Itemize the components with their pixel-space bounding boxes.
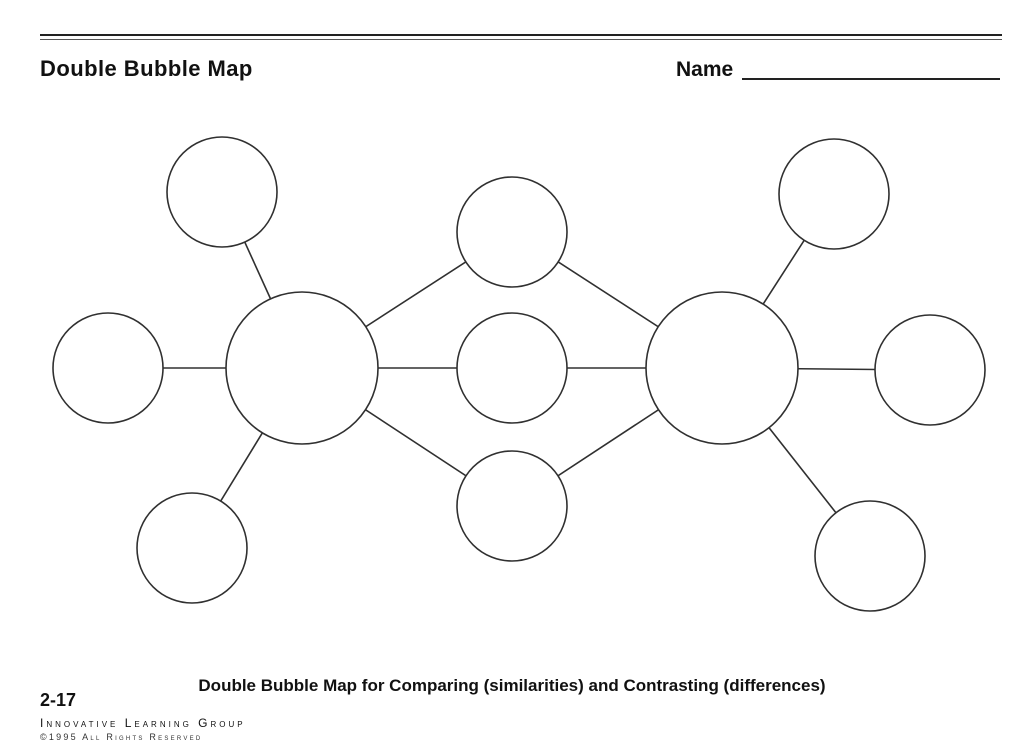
bubble-LT[interactable] (167, 137, 277, 247)
bubble-R[interactable] (646, 292, 798, 444)
diagram-caption: Double Bubble Map for Comparing (similar… (0, 676, 1024, 696)
copyright-line: ©1995 All Rights Reserved (40, 732, 203, 742)
bubble-RM[interactable] (875, 315, 985, 425)
page-number: 2-17 (40, 690, 76, 711)
bubble-L[interactable] (226, 292, 378, 444)
bubble-CM[interactable] (457, 313, 567, 423)
bubble-CB[interactable] (457, 451, 567, 561)
bubble-LB[interactable] (137, 493, 247, 603)
double-bubble-diagram (0, 0, 1024, 750)
bubble-LM[interactable] (53, 313, 163, 423)
bubble-CT[interactable] (457, 177, 567, 287)
bubble-RT[interactable] (779, 139, 889, 249)
bubble-RB[interactable] (815, 501, 925, 611)
publisher-line: Innovative Learning Group (40, 716, 246, 730)
worksheet-page: Double Bubble Map Name Double Bubble Map… (0, 0, 1024, 750)
